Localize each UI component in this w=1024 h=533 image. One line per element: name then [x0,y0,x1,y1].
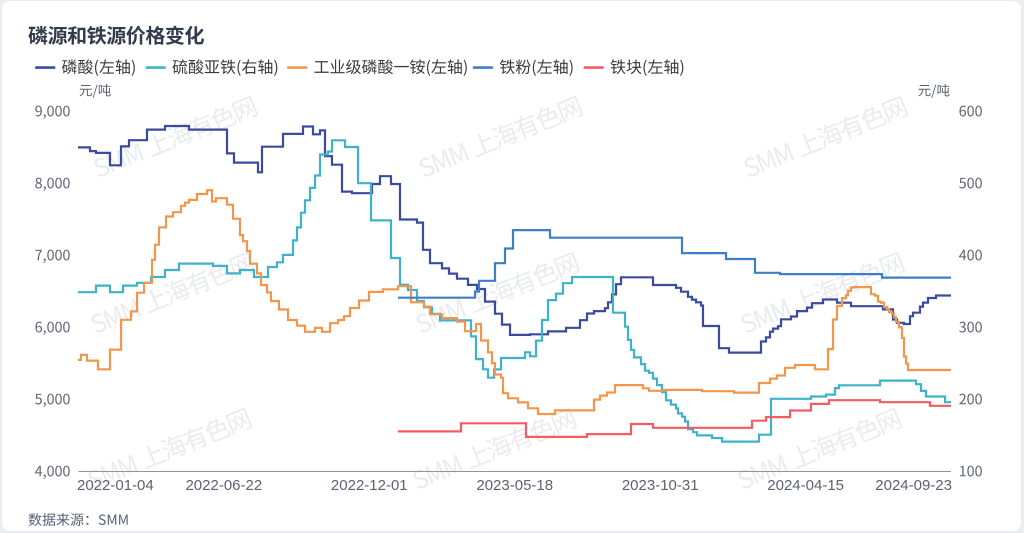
svg-text:2023-10-31: 2023-10-31 [622,477,699,494]
svg-text:2024-09-23: 2024-09-23 [875,477,952,494]
svg-text:2022-06-22: 2022-06-22 [185,477,262,494]
svg-text:2024-04-15: 2024-04-15 [767,477,844,494]
svg-text:2022-12-01: 2022-12-01 [331,477,408,494]
svg-text:2022-01-04: 2022-01-04 [77,477,154,494]
svg-text:2023-05-18: 2023-05-18 [476,477,553,494]
